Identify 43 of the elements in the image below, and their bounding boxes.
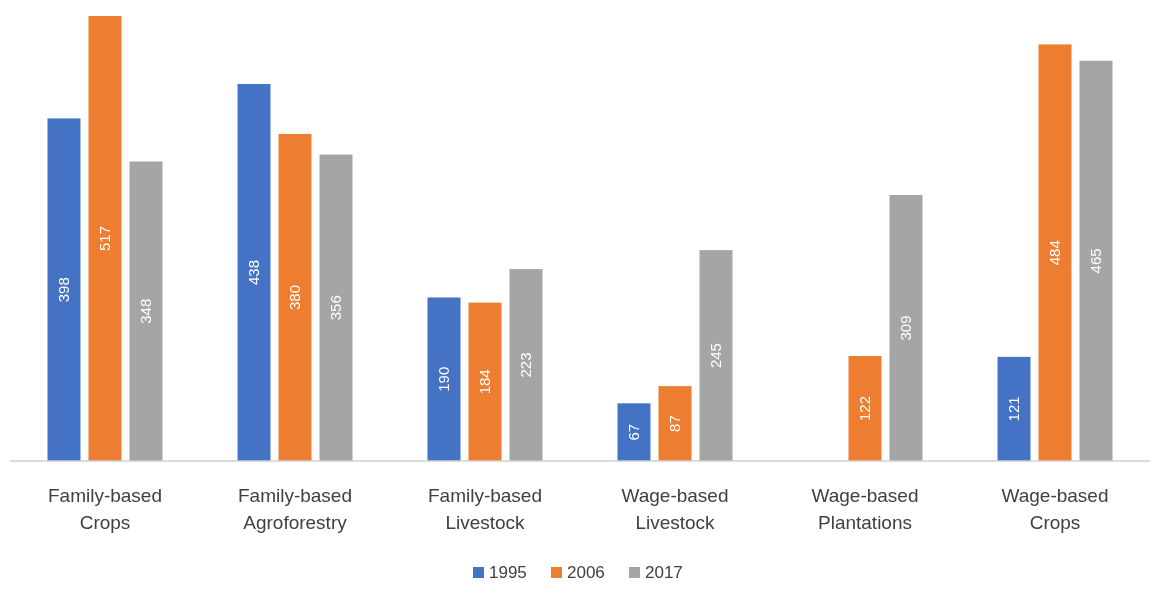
bar — [997, 356, 1031, 461]
bar — [319, 154, 353, 461]
data-label: 380 — [286, 284, 304, 310]
bar — [237, 84, 271, 461]
bar — [699, 250, 733, 461]
bar — [468, 302, 502, 461]
data-label: 245 — [707, 343, 725, 369]
data-label: 465 — [1087, 248, 1105, 274]
bar — [278, 133, 312, 461]
bar — [889, 195, 923, 461]
data-label: 122 — [856, 395, 874, 422]
data-label: 438 — [245, 259, 263, 286]
x-tick-label: Family-based Livestock — [427, 485, 543, 533]
data-label: 356 — [327, 295, 345, 321]
x-tick-label: Family-based Agroforestry — [237, 485, 353, 533]
bar — [427, 297, 461, 461]
bar — [129, 161, 163, 461]
data-label: 121 — [1005, 396, 1023, 422]
bar — [509, 269, 543, 461]
bar — [848, 355, 882, 461]
bar — [47, 118, 81, 461]
data-label: 190 — [435, 366, 453, 392]
bar — [617, 403, 651, 461]
data-label: 484 — [1046, 240, 1064, 266]
legend-label: 2006 — [567, 563, 605, 582]
legend-label: 1995 — [489, 563, 527, 582]
bar — [1079, 60, 1113, 461]
bar — [658, 386, 692, 461]
data-label: 87 — [666, 415, 684, 432]
data-label: 517 — [96, 225, 114, 252]
data-label: 348 — [137, 298, 155, 324]
data-label: 67 — [625, 423, 643, 441]
x-tick-label: Wage-based Plantations — [811, 485, 919, 533]
x-tick-label: Wage-based Crops — [1001, 485, 1109, 533]
bar — [88, 16, 122, 461]
data-label: 184 — [476, 369, 494, 395]
x-tick-label: Family-based Crops — [47, 485, 163, 533]
data-label: 223 — [517, 352, 535, 378]
legend-label: 2017 — [645, 563, 683, 582]
data-label: 398 — [55, 277, 73, 303]
bar — [1038, 44, 1072, 461]
data-label: 309 — [897, 315, 915, 341]
x-tick-label: Wage-based Livestock — [621, 485, 729, 533]
